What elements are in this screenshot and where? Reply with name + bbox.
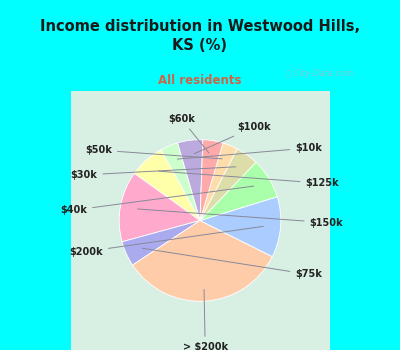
- Wedge shape: [200, 143, 237, 220]
- Wedge shape: [200, 149, 256, 220]
- Wedge shape: [119, 173, 200, 242]
- Text: $125k: $125k: [159, 171, 339, 188]
- Text: ⓘ City-Data.com: ⓘ City-Data.com: [286, 69, 353, 78]
- Wedge shape: [200, 162, 277, 220]
- Wedge shape: [200, 140, 223, 220]
- Wedge shape: [122, 220, 200, 265]
- Text: $200k: $200k: [69, 226, 263, 257]
- Text: $50k: $50k: [85, 145, 222, 159]
- Wedge shape: [161, 143, 200, 220]
- Text: $40k: $40k: [60, 186, 254, 215]
- Text: $10k: $10k: [177, 143, 322, 159]
- Wedge shape: [134, 150, 200, 220]
- Text: $60k: $60k: [168, 114, 209, 153]
- Text: > $200k: > $200k: [183, 289, 228, 350]
- Text: Income distribution in Westwood Hills,
KS (%): Income distribution in Westwood Hills, K…: [40, 19, 360, 52]
- Text: $150k: $150k: [138, 209, 343, 228]
- Text: All residents: All residents: [158, 74, 242, 87]
- Wedge shape: [200, 197, 281, 257]
- Text: $100k: $100k: [194, 122, 271, 154]
- FancyBboxPatch shape: [34, 57, 366, 350]
- Wedge shape: [132, 220, 272, 301]
- Text: $75k: $75k: [142, 248, 322, 279]
- Text: $30k: $30k: [70, 167, 236, 180]
- Wedge shape: [178, 140, 203, 220]
